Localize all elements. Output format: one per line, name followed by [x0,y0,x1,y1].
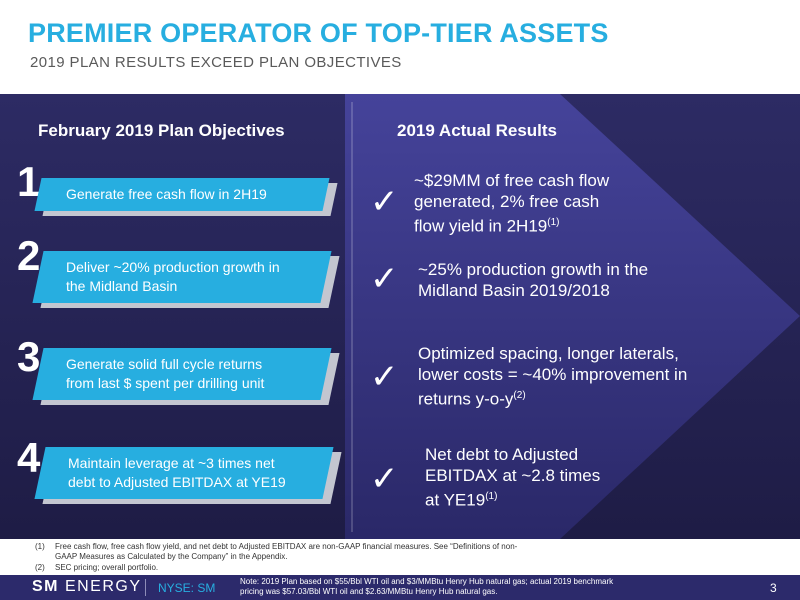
results-arrow [345,94,800,539]
objective-text: from last $ spent per drilling unit [66,375,265,391]
checkmark-icon: ✓ [370,357,399,397]
objective-text: Deliver ~20% production growth in [66,259,280,275]
page-subtitle: 2019 PLAN RESULTS EXCEED PLAN OBJECTIVES [30,54,402,71]
objective-text: Maintain leverage at ~3 times net [68,455,275,471]
objective-number: 1 [17,158,41,205]
page-number: 3 [770,581,777,595]
result-text: Net debt to Adjusted EBITDAX at ~2.8 tim… [425,445,601,510]
results-heading: 2019 Actual Results [397,121,557,140]
objective-bar: Generate solid full cycle returns from l… [32,348,340,405]
objective-text: debt to Adjusted EBITDAX at YE19 [68,474,286,490]
footer-divider [145,579,146,596]
objective-number: 4 [17,434,41,481]
objectives-heading: February 2019 Plan Objectives [38,121,285,140]
result-text: Optimized spacing, longer laterals, lowe… [418,344,688,409]
footer-bar: SM ENERGY NYSE: SM Note: 2019 Plan based… [0,575,800,600]
objective-text: the Midland Basin [66,278,178,294]
result-text: ~25% production growth in the Midland Ba… [418,260,649,300]
company-logo: SM ENERGY [32,578,142,595]
objective-text: Generate free cash flow in 2H19 [66,186,267,202]
result-text: ~$29MM of free cash flow generated, 2% f… [414,171,610,236]
stock-ticker: NYSE: SM [158,581,216,595]
objective-text: Generate solid full cycle returns [66,356,263,372]
objective-bar: Generate free cash flow in 2H19 [34,178,338,216]
checkmark-icon: ✓ [370,459,399,499]
objective-number: 2 [17,232,41,279]
objective-bar: Deliver ~20% production growth in the Mi… [32,251,340,308]
page-title: PREMIER OPERATOR OF TOP-TIER ASSETS [28,18,609,48]
pricing-note: Note: 2019 Plan based on $55/Bbl WTI oil… [240,577,614,596]
objective-number: 3 [17,333,41,380]
checkmark-icon: ✓ [370,182,399,222]
objective-bar: Maintain leverage at ~3 times net debt t… [34,447,342,504]
checkmark-icon: ✓ [370,259,399,299]
